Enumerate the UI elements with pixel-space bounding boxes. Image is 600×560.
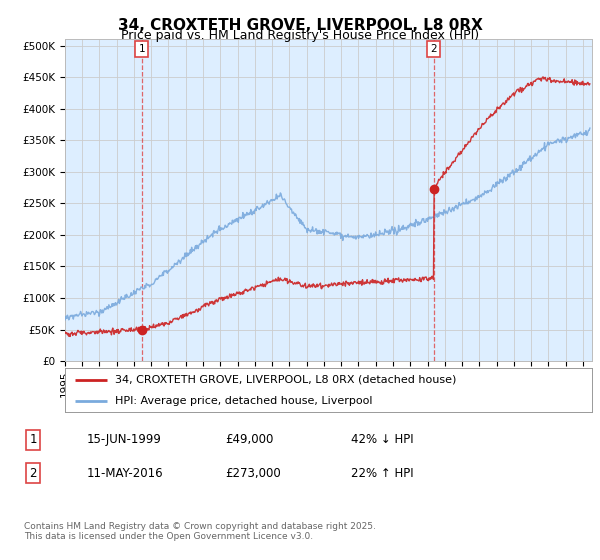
Text: Contains HM Land Registry data © Crown copyright and database right 2025.
This d: Contains HM Land Registry data © Crown c…	[24, 522, 376, 542]
Text: 34, CROXTETH GROVE, LIVERPOOL, L8 0RX (detached house): 34, CROXTETH GROVE, LIVERPOOL, L8 0RX (d…	[115, 375, 456, 385]
Text: HPI: Average price, detached house, Liverpool: HPI: Average price, detached house, Live…	[115, 396, 373, 405]
Text: 42% ↓ HPI: 42% ↓ HPI	[351, 433, 413, 446]
Text: 34, CROXTETH GROVE, LIVERPOOL, L8 0RX: 34, CROXTETH GROVE, LIVERPOOL, L8 0RX	[118, 18, 482, 33]
Text: 2: 2	[29, 466, 37, 480]
Text: 22% ↑ HPI: 22% ↑ HPI	[351, 466, 413, 480]
Text: £49,000: £49,000	[225, 433, 274, 446]
Text: 1: 1	[29, 433, 37, 446]
Text: 15-JUN-1999: 15-JUN-1999	[87, 433, 162, 446]
Text: 2: 2	[431, 44, 437, 54]
Text: 11-MAY-2016: 11-MAY-2016	[87, 466, 164, 480]
Text: 1: 1	[139, 44, 145, 54]
Text: Price paid vs. HM Land Registry's House Price Index (HPI): Price paid vs. HM Land Registry's House …	[121, 29, 479, 42]
Text: £273,000: £273,000	[225, 466, 281, 480]
